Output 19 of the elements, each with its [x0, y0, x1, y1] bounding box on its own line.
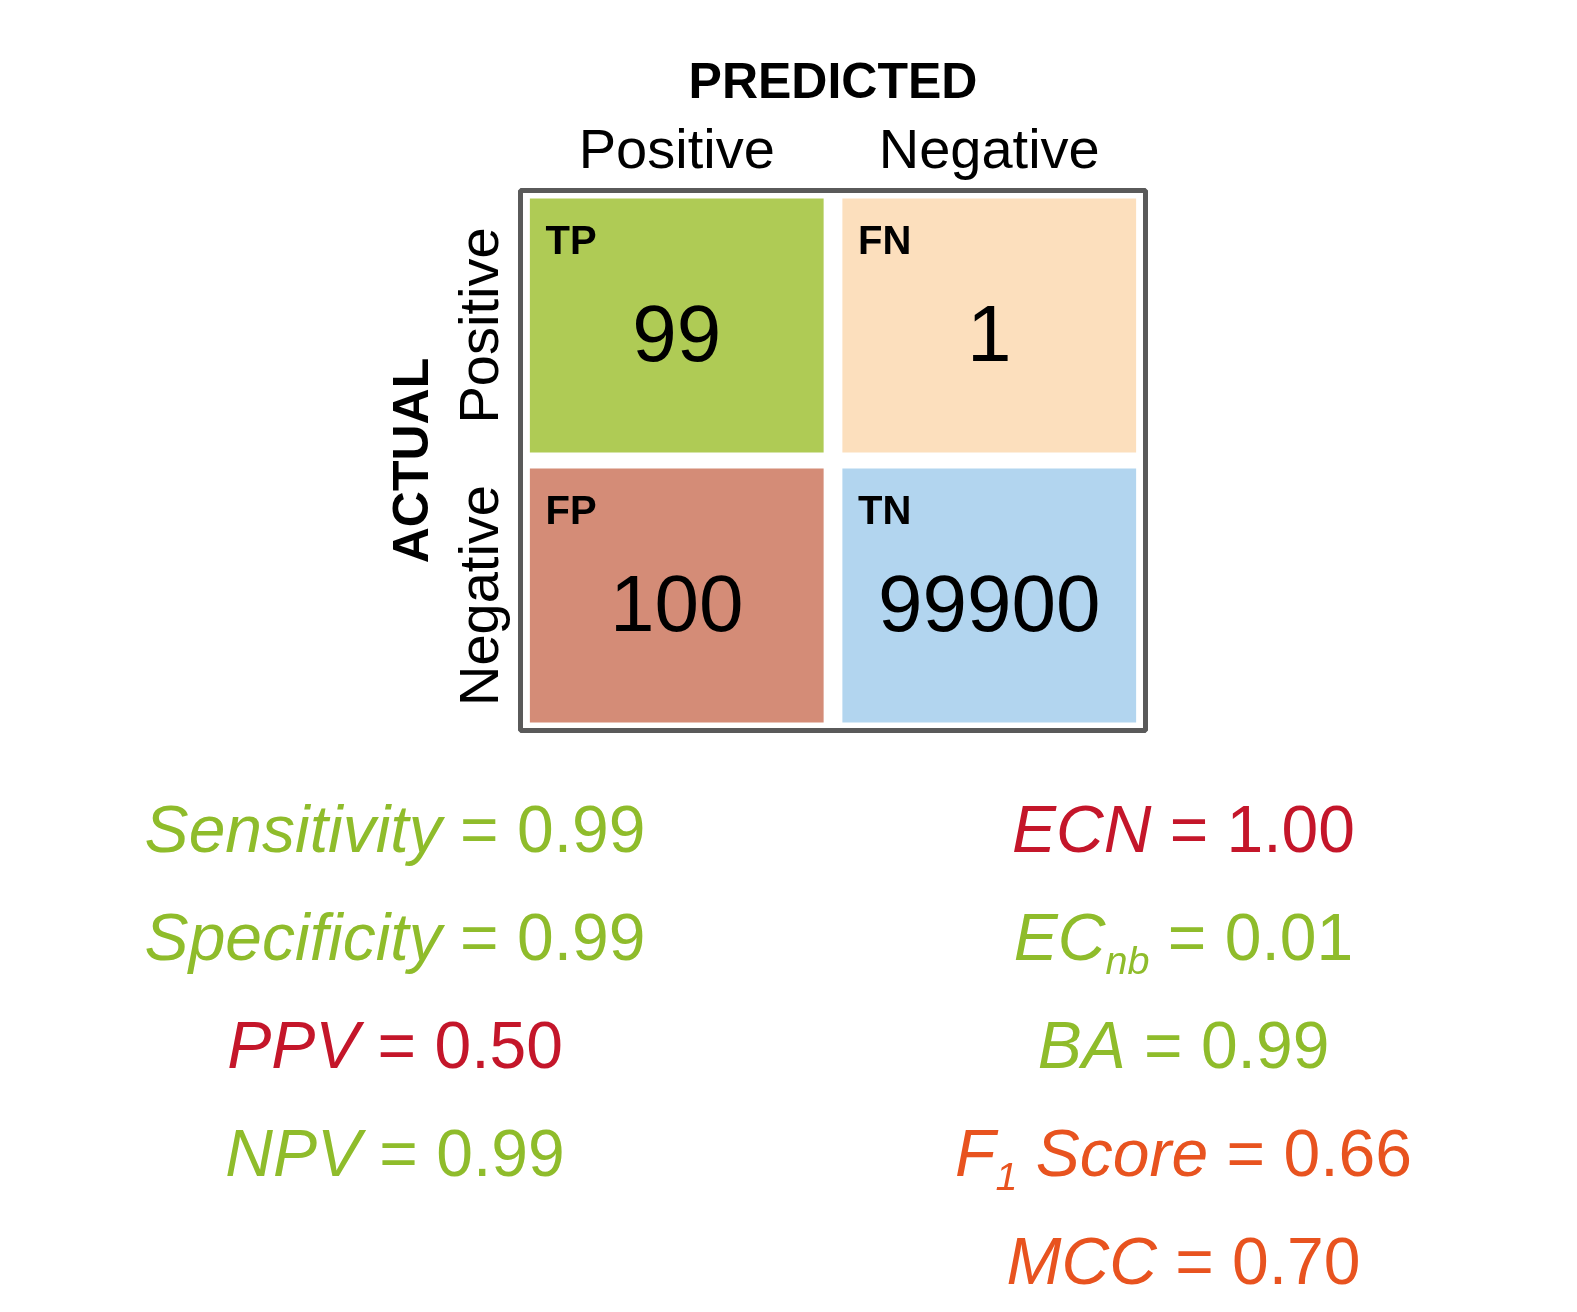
text: F$_{1}$ Score = 0.66 [954, 1115, 1413, 1201]
annotation: FN [858, 217, 912, 262]
y-axis-title: ACTUAL [382, 357, 439, 564]
text: PPV = 0.50 [226, 1007, 564, 1084]
text: BA = 0.99 [1036, 1007, 1331, 1084]
x-axis-title: PREDICTED [688, 52, 978, 109]
text: Specificity = 0.99 [143, 899, 647, 976]
data-label: 99 [632, 289, 722, 379]
annotation: TN [858, 487, 912, 532]
text: MCC = 0.70 [1005, 1223, 1362, 1300]
text: NPV = 0.99 [224, 1115, 566, 1192]
data-label: 100 [610, 559, 744, 649]
annotation: FP [545, 487, 597, 532]
data-label: 99900 [878, 559, 1101, 649]
data-label: 1 [967, 289, 1012, 379]
text: Sensitivity = 0.99 [143, 791, 647, 868]
annotation: TP [545, 217, 597, 262]
text: ECN = 1.00 [1011, 791, 1356, 868]
text: EC$_{nb}$ = 0.01 [1012, 899, 1355, 985]
